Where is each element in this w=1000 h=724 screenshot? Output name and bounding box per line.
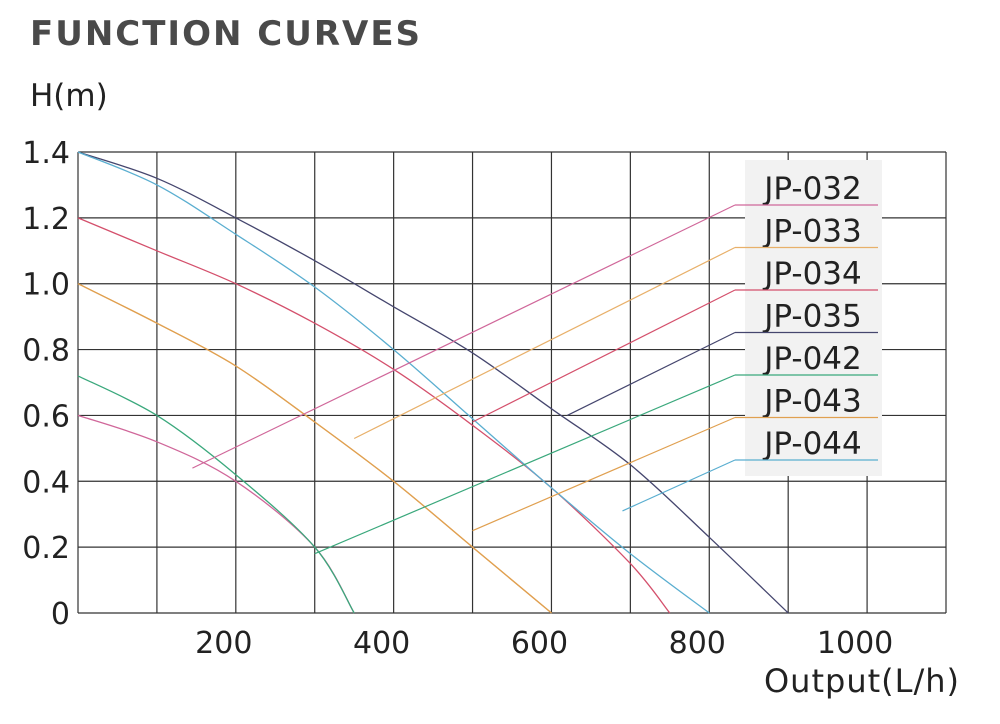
legend-label-jp-043: JP-043 [762,384,862,420]
legend-leader-jp-044 [622,459,736,512]
curve-jp-043 [77,283,552,614]
x-tick-label: 1000 [817,626,893,661]
legend-leader-jp-034 [472,289,736,423]
x-axis-label: Output(L/h) [764,662,960,700]
legend-label-jp-032: JP-032 [762,171,862,207]
y-tick-label: 0.6 [22,399,70,434]
x-tick-label: 200 [195,626,252,661]
curve-jp-044 [77,151,710,614]
legend-label-jp-042: JP-042 [762,341,862,377]
legend-leader-jp-043 [472,416,736,532]
y-tick-label: 1.0 [22,268,70,303]
y-tick-label: 0.8 [22,334,70,369]
legend-background [745,160,882,476]
legend-label-jp-044: JP-044 [762,426,862,462]
curves [77,151,789,614]
legend-leader-jp-033 [353,246,736,440]
curve-jp-035 [77,151,789,614]
legend-label-jp-035: JP-035 [762,299,862,335]
chart-title: FUNCTION CURVES [30,14,423,54]
y-axis-label: H(m) [30,78,108,114]
x-tick-label: 600 [511,626,568,661]
y-tick-label: 0 [51,597,70,632]
y-tick-label: 1.4 [22,136,70,171]
legend: JP-032 JP-033 JP-034 JP-035 JP-042 JP-043 JP-0… [735,160,882,476]
x-tick-label: 400 [353,626,410,661]
legend-label-jp-034: JP-034 [762,256,862,292]
legend-leader-jp-042 [314,374,736,555]
curve-jp-042 [77,375,355,614]
y-tick-label: 1.2 [22,202,70,237]
legend-leader-jp-032 [192,204,736,469]
legend-label-jp-033: JP-033 [762,214,862,250]
x-tick-label: 800 [669,626,726,661]
y-tick-label: 0.2 [22,531,70,566]
legend-leaders [192,204,736,555]
legend-leader-jp-035 [566,331,736,416]
curve-jp-034 [77,217,671,614]
y-tick-label: 0.4 [22,465,70,500]
axes: 0 0.2 0.4 0.6 0.8 1.0 1.2 1.4 200 400 600 800 1000 [22,136,893,661]
